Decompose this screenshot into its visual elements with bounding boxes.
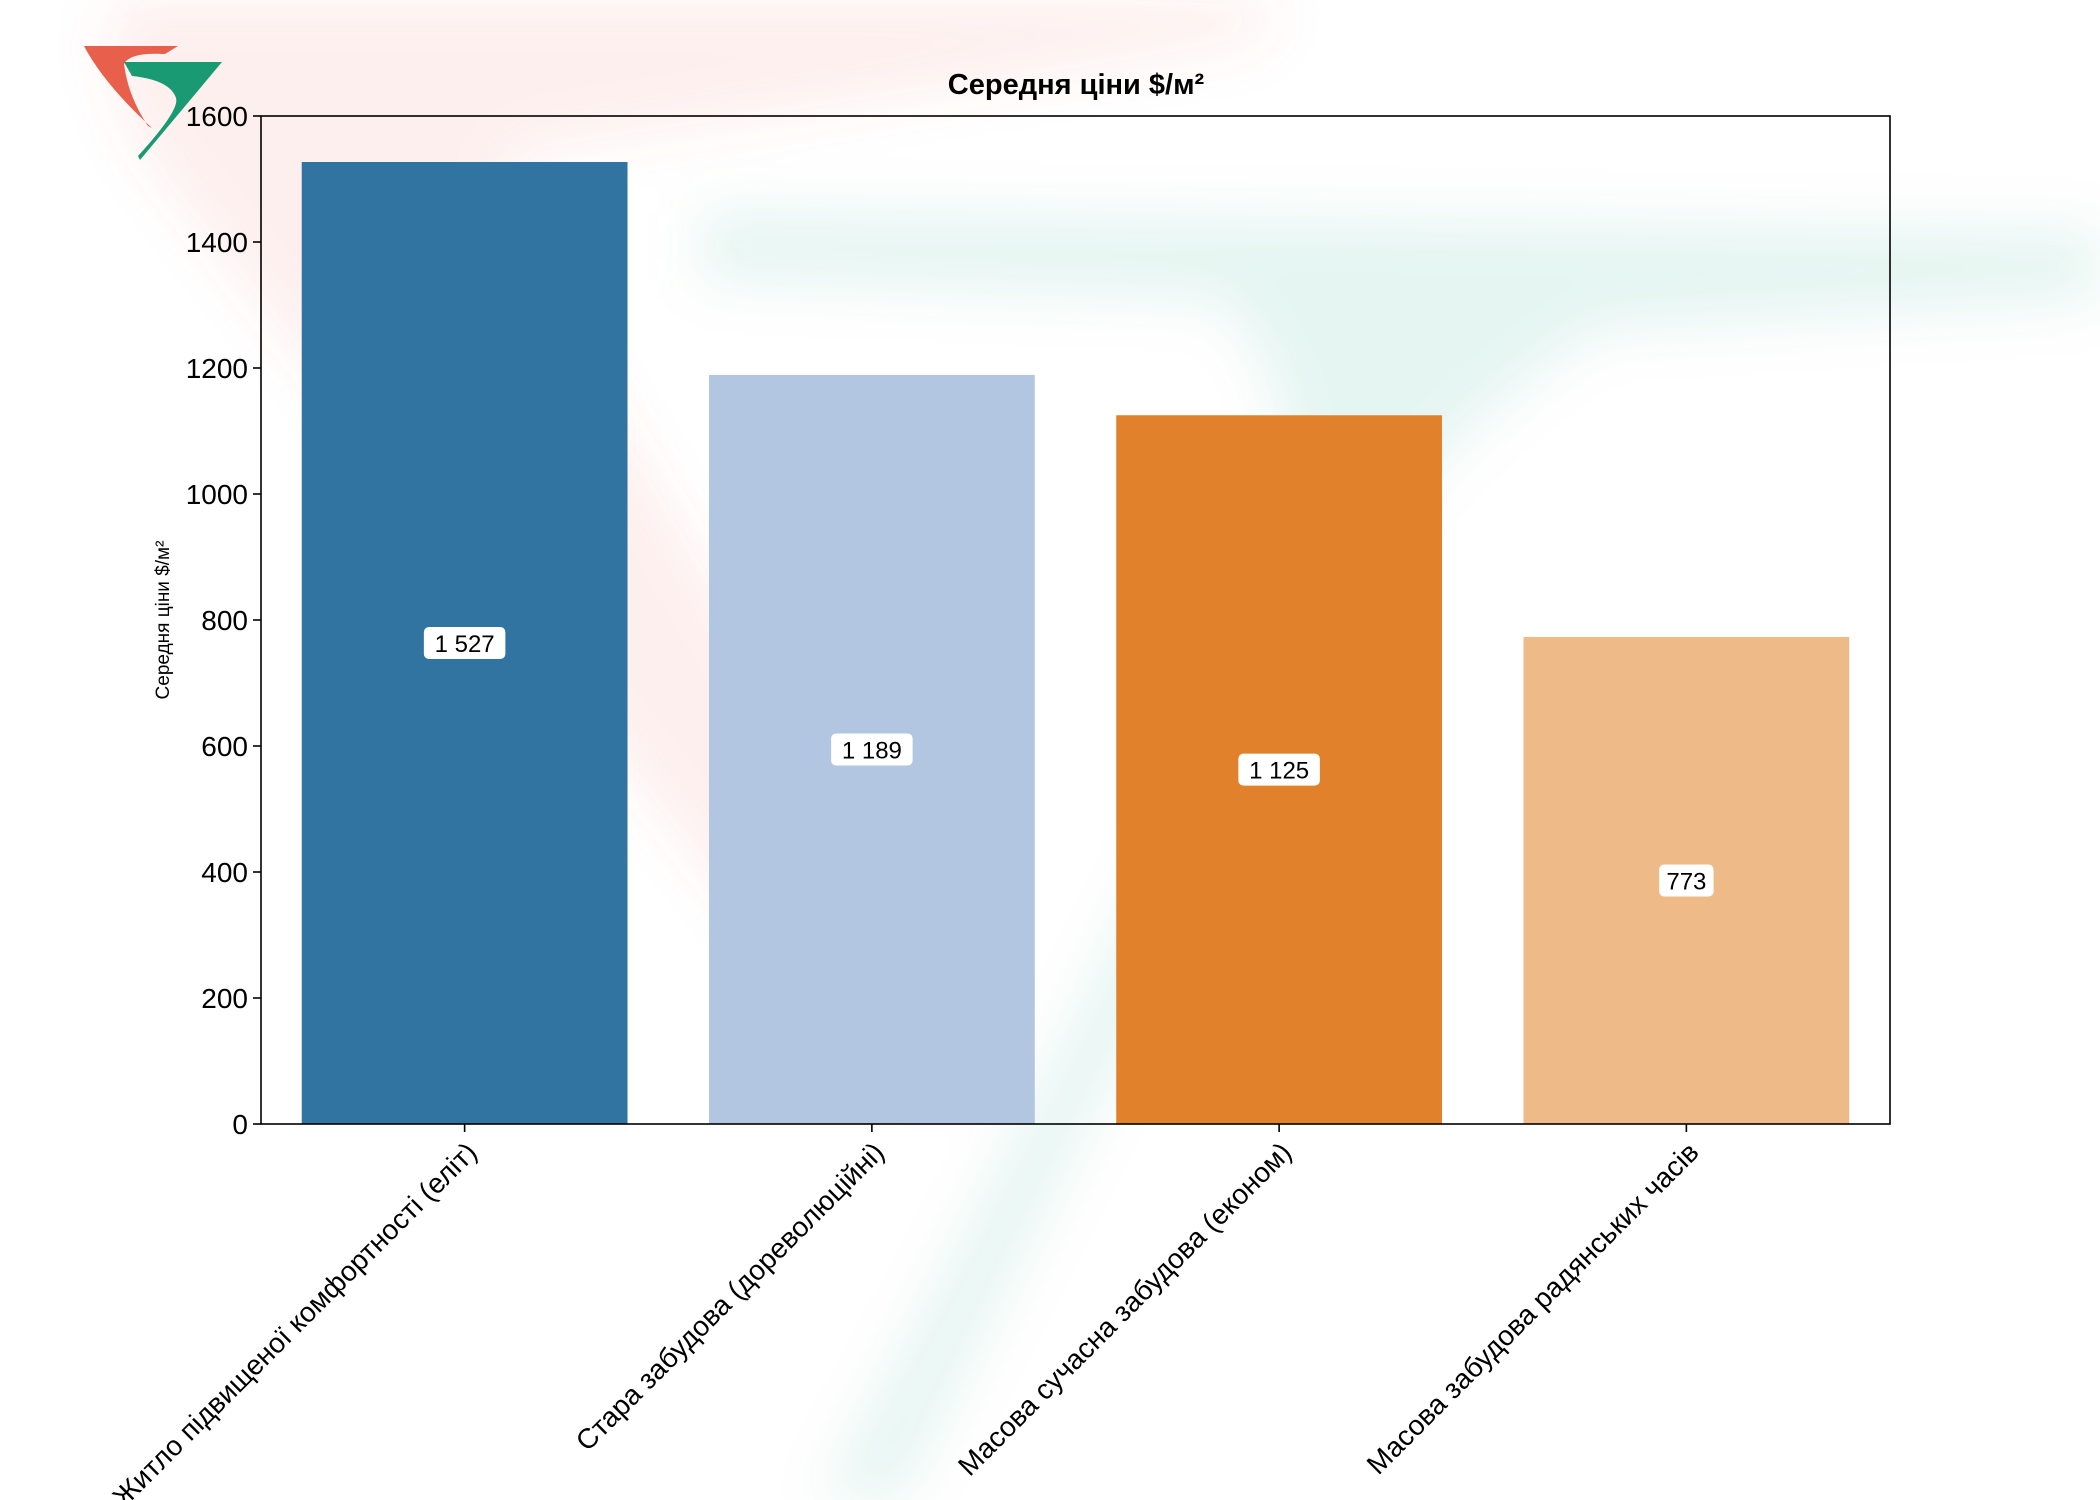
x-tick-label-1: Житло підвищеної комфортності (еліт) [107,1136,483,1500]
bar-value-label-2: 1 189 [831,733,913,766]
bar-value-box-2 [831,733,913,766]
y-tick-label-9: 1600 [186,101,248,132]
logo-green-shape [124,62,222,160]
logo [84,46,222,160]
y-tick-label-2: 200 [201,983,248,1014]
bar-value-box-1 [423,626,506,659]
bar-value-label-1: 1 527 [423,626,506,659]
y-tick-label-7: 1200 [186,353,248,384]
x-tick-label-2: Стара забудова (дореволюційні) [570,1136,890,1456]
bar-value-label-3: 1 125 [1238,753,1320,786]
watermark-green-shape [700,210,2100,1500]
y-tick-label-4: 600 [201,731,248,762]
chart-title: Середня ціни $/м² [948,69,1205,101]
value-labels: 1 527 1 189 1 125 773 [423,626,1714,897]
y-tick-label-1: 0 [232,1109,248,1140]
y-tick-label-3: 400 [201,857,248,888]
y-axis: 0 200 400 600 800 1000 1200 1400 1600 [186,101,261,1140]
y-tick-label-8: 1400 [186,227,248,258]
y-tick-label-6: 1000 [186,479,248,510]
bar-value-text-4: 773 [1666,869,1706,896]
logo-red-shape [84,46,178,128]
bar-value-text-1: 1 527 [435,631,495,658]
watermark-red-shape [110,0,1280,1082]
bar-value-label-4: 773 [1659,864,1714,897]
y-axis-label: Середня ціни $/м² [153,541,174,700]
bar-value-text-3: 1 125 [1249,758,1309,785]
bar-value-text-2: 1 189 [842,737,902,764]
bar-value-box-4 [1659,864,1714,897]
y-tick-label-5: 800 [201,605,248,636]
bar-value-box-3 [1238,753,1320,786]
x-tick-label-4: Масова забудова радянських часів [1361,1136,1705,1480]
